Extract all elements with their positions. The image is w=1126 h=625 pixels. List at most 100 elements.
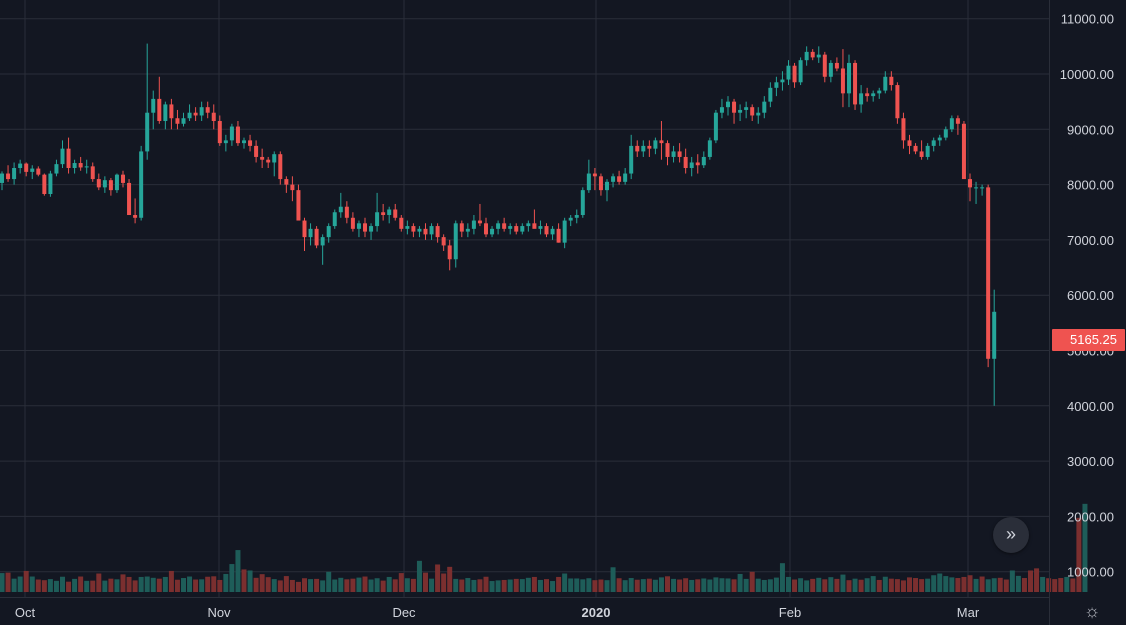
volume-bar [289,579,295,592]
candle-body [568,217,573,221]
candle-body [411,226,416,232]
candle-body [738,109,743,113]
volume-bar [126,576,132,592]
volume-bar [671,578,677,592]
candle-body [726,101,730,108]
price-axis[interactable]: 11000.00 10000.00 9000.00 8000.00 7000.00 600… [1060,12,1114,580]
candle-body [889,76,894,86]
candle-body [417,228,422,232]
candle-body [617,176,622,182]
candle-body [314,228,319,246]
candle-body [151,98,156,113]
price-tick-label: 2000.00 [1067,509,1114,524]
candle-body [405,226,410,229]
volume-bar [658,577,664,592]
candle-body [883,76,888,91]
volume-bar [761,579,767,592]
volume-bar [888,578,894,592]
candle-body [520,226,525,232]
volume-bar [779,563,785,592]
candle-body [308,228,313,238]
volume-bar [707,579,713,592]
time-tick-label: 2020 [582,605,611,620]
chart-settings-button[interactable]: ☼ [1078,599,1106,623]
candle-body [502,223,507,229]
volume-bar [235,550,241,592]
candle-body [266,159,271,163]
volume-bar [501,579,507,592]
volume-bar [574,578,580,592]
volume-bar [29,576,35,592]
candle-body [459,223,464,232]
candle-body [780,79,785,83]
volume-bar [985,579,991,592]
volume-bar [5,572,11,592]
volume-bar [1046,578,1052,592]
grid-lines [0,0,1049,597]
volume-bar [223,573,229,592]
price-tick-label: 10000.00 [1060,67,1114,82]
volume-bar [598,579,604,592]
volume-bar [1076,517,1082,592]
volume-bar [435,564,441,592]
price-tick-label: 3000.00 [1067,454,1114,469]
volume-bar [677,579,683,592]
volume-bar [604,580,610,592]
time-axis[interactable]: Oct Nov Dec 2020 Feb Mar [15,605,980,620]
candle-body [387,209,392,216]
volume-bar [308,579,314,592]
volume-bar [507,579,513,592]
candle-body [211,112,216,122]
volume-bar [592,580,598,592]
candle-body [217,121,222,144]
candle-body [526,223,531,227]
candle-body [54,164,59,174]
candle-body [199,107,204,116]
volume-bar [725,578,731,592]
candle-body [235,126,240,144]
volume-bar [798,578,804,592]
volume-bar [882,576,888,592]
volume-bar [562,573,568,592]
volume-bar [66,581,72,592]
volume-bar [1064,576,1070,592]
volume-bar [374,578,380,592]
candle-body [229,126,234,141]
candle-body [484,223,488,235]
volume-bar [392,579,398,592]
volume-bar [531,576,537,592]
volume-bar [513,578,519,592]
candle-body [695,162,700,166]
candle-body [84,166,89,168]
candle-body [562,220,567,243]
candle-body [659,140,664,144]
volume-bar [150,577,156,592]
candle-body [72,163,77,169]
volume-bar [767,579,773,592]
candle-body [66,148,71,169]
volume-bar [622,580,628,592]
candle-body [834,62,839,69]
volume-bar [870,576,876,592]
volume-bar [919,579,925,592]
candle-body [508,226,513,229]
candle-body [871,93,876,97]
candle-body [181,118,186,124]
volume-bar [1040,576,1046,592]
volume-bar [489,581,495,592]
volume-bar [646,578,652,592]
candle-body [471,220,476,229]
volume-bar [144,576,150,592]
candle-body [205,107,210,113]
volume-bar [84,580,90,592]
candle-body [719,107,724,113]
volume-bar [1034,568,1040,592]
candle-body [943,129,948,138]
candle-body [441,237,446,246]
candle-body [598,176,603,191]
volume-bar [253,577,259,592]
scroll-to-realtime-button[interactable]: » [993,517,1029,553]
candle-body [756,112,761,116]
